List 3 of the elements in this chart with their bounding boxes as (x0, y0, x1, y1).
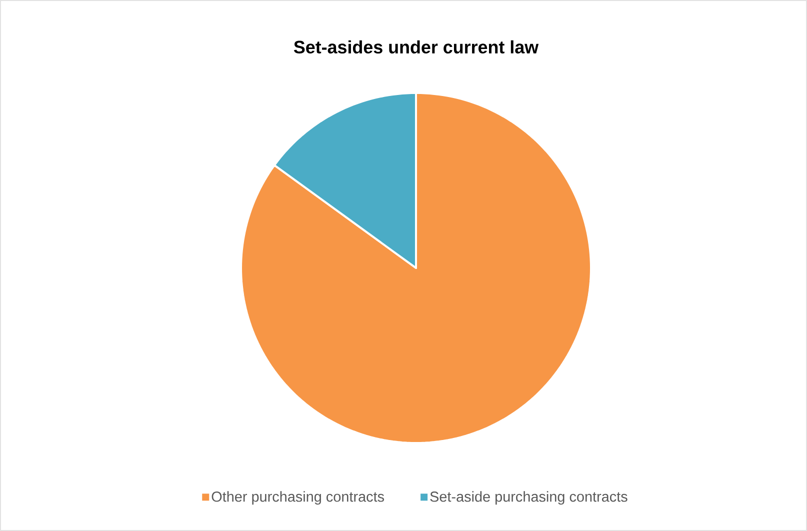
legend-label: Other purchasing contracts (212, 491, 384, 505)
legend-label: Set-aside purchasing contracts (430, 491, 628, 505)
chart-title: Set-asides under current law (294, 40, 539, 54)
